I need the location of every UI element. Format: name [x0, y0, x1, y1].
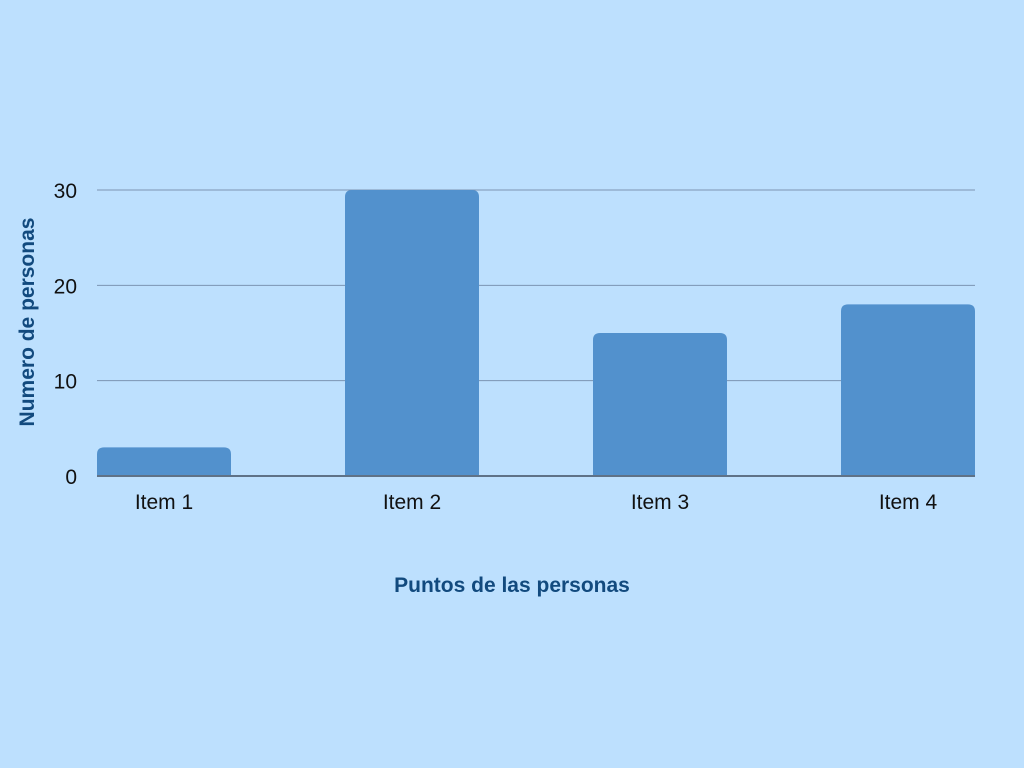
y-tick-label: 10 — [54, 371, 77, 394]
x-axis-title: Puntos de las personas — [394, 574, 630, 597]
x-tick-label: Item 1 — [135, 491, 193, 514]
bar-item-3 — [593, 333, 727, 476]
bar-item-2 — [345, 190, 479, 476]
bars — [97, 190, 975, 476]
y-tick-label: 30 — [54, 180, 77, 203]
bar-item-4 — [841, 304, 975, 476]
bar-item-1 — [97, 447, 231, 476]
x-tick-label: Item 2 — [383, 491, 441, 514]
y-axis-title: Numero de personas — [16, 218, 39, 427]
x-tick-label: Item 3 — [631, 491, 689, 514]
x-axis-ticks: Item 1 Item 2 Item 3 Item 4 — [135, 491, 938, 514]
x-tick-label: Item 4 — [879, 491, 938, 514]
y-tick-label: 20 — [54, 275, 77, 298]
y-tick-label: 0 — [65, 466, 77, 489]
y-axis-ticks: 0 10 20 30 — [54, 180, 77, 489]
grid-lines — [97, 189, 975, 382]
